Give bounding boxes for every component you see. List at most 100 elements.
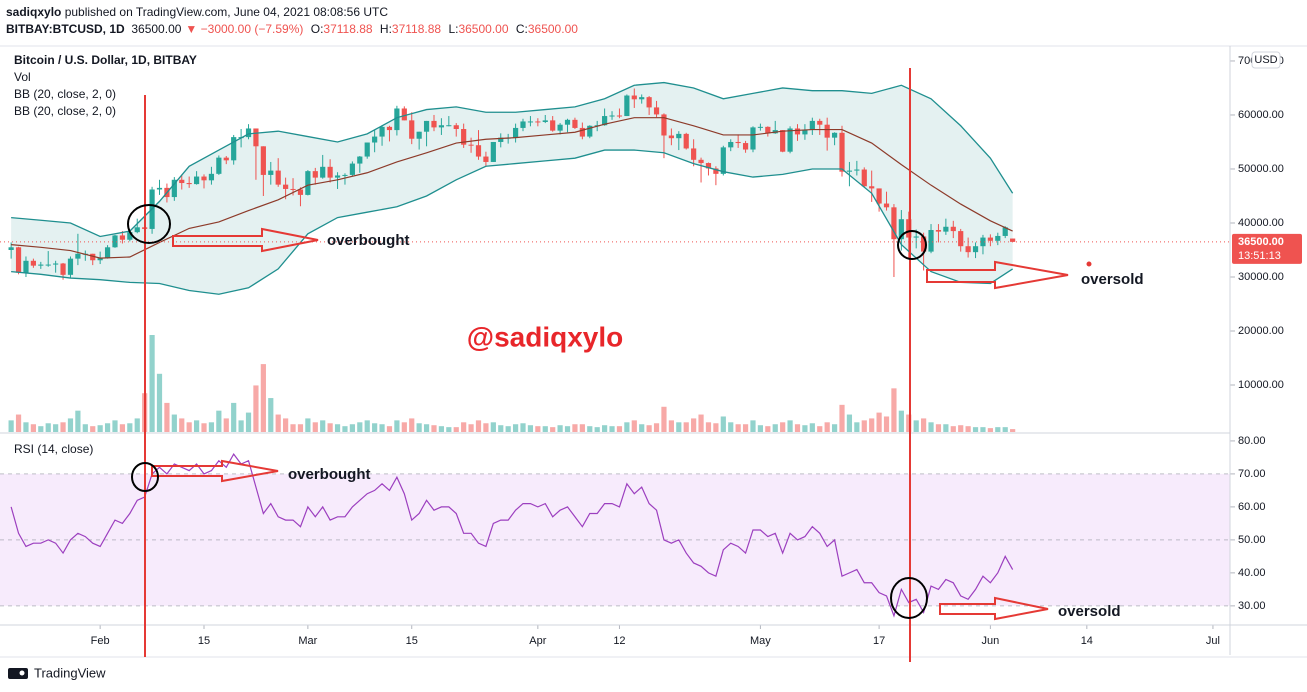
candle-body (297, 189, 304, 195)
volume-bar (646, 425, 652, 432)
candle-body (913, 236, 919, 238)
chart-title: Bitcoin / U.S. Dollar, 1D, BITBAY (14, 53, 197, 67)
candle-body (30, 260, 36, 266)
volume-bar (305, 418, 311, 432)
candle-body (906, 219, 912, 238)
volume-bar (713, 423, 719, 432)
volume-bar (416, 423, 422, 432)
candle-body (587, 125, 593, 137)
change: ▼ −3000.00 (−7.59%) (185, 22, 304, 36)
candle-body (372, 136, 378, 143)
candle-body (750, 127, 756, 150)
arrow (172, 227, 319, 253)
volume-bar (179, 418, 185, 432)
volume-bar (216, 410, 222, 432)
volume-bar (876, 412, 882, 432)
volume-bar (15, 414, 22, 432)
candle-body (97, 258, 103, 261)
volume-bar (542, 426, 548, 432)
price: 36500.00 (131, 22, 182, 36)
volume-bar (824, 422, 830, 432)
candle-body (112, 235, 118, 248)
bb-upper (11, 81, 1014, 238)
volume-bar (520, 423, 526, 432)
candle-body (869, 186, 875, 189)
x-tick-label: Jun (982, 635, 1000, 647)
y-tick-label: 30.00 (1238, 600, 1266, 612)
candle-body (208, 173, 215, 181)
volume-bar (498, 425, 504, 432)
candle-body (780, 130, 786, 152)
volume-bar (564, 426, 571, 432)
candle-body (557, 124, 563, 131)
candle-body (883, 203, 890, 208)
plot-layer: 10000.00 20000.00 30000.00 40000.00 50000.00… (0, 51, 1302, 647)
candle-body (765, 126, 771, 134)
candle-body (268, 170, 274, 175)
candle-body (839, 132, 845, 172)
volume-bar (82, 424, 88, 432)
candle-body (231, 137, 237, 161)
volume-bar (119, 424, 126, 432)
volume-bar (653, 423, 660, 432)
volume-bar (579, 424, 585, 432)
volume-bar (728, 422, 734, 432)
candle-body (193, 176, 200, 185)
y-tick-label: 70.00 (1238, 468, 1266, 480)
dot (1086, 261, 1092, 267)
volume-bar (260, 364, 266, 432)
volume-bar (928, 422, 934, 432)
candle-body (349, 163, 355, 175)
candle-body (386, 126, 393, 131)
volume-bar (1010, 429, 1016, 432)
x-tick-label: May (750, 635, 771, 647)
volume-bar (97, 425, 103, 432)
candle-body (720, 147, 726, 174)
ohlc-value: 37118.88 (391, 22, 442, 36)
candle-body (891, 207, 897, 240)
volume-bar (809, 423, 815, 432)
candle-body (201, 176, 207, 181)
volume-bar (802, 425, 808, 432)
y-tick-label: 40.00 (1238, 567, 1266, 579)
candle-body (861, 169, 867, 187)
candle-body (438, 125, 445, 128)
candle-body (735, 141, 741, 144)
volume-bar (327, 423, 333, 432)
ohlc-key: H: (379, 22, 392, 36)
volume-bar (550, 427, 556, 432)
volume-bar (691, 418, 697, 432)
currency-badge (1251, 51, 1281, 69)
volume-bar (602, 425, 608, 432)
volume-bar (475, 420, 482, 432)
volume-bar (297, 424, 304, 432)
candle-body (572, 119, 578, 128)
volume-bar (854, 422, 860, 432)
candle-body (90, 253, 96, 261)
arrow (926, 260, 1069, 290)
volume-bar (372, 423, 378, 432)
x-tick-label: Jul (1206, 635, 1220, 647)
volume-bar (950, 426, 956, 432)
x-tick-label: 17 (873, 635, 885, 647)
circles (127, 204, 928, 619)
volume-bar (661, 406, 667, 432)
volume-bar (134, 418, 140, 432)
rsi-title: RSI (14, close) (14, 442, 93, 456)
bb-fill (11, 82, 1013, 295)
candle-body (223, 157, 229, 161)
y-tick-label: 20000.00 (1238, 325, 1284, 337)
x-tick-label: 15 (406, 635, 418, 647)
candle-body (943, 226, 949, 232)
candle-body (320, 166, 326, 178)
candle-body (357, 156, 363, 164)
legend-item: BB (20, close, 2, 0) (14, 87, 116, 101)
volume-bar (312, 422, 318, 432)
volume-bar (587, 426, 593, 432)
candle-body (802, 129, 808, 135)
logo-icon (19, 670, 25, 676)
price-label: 36500.00 (1238, 236, 1284, 248)
candle-body (453, 125, 459, 130)
candle-body (653, 107, 660, 115)
candle-body (401, 108, 407, 121)
